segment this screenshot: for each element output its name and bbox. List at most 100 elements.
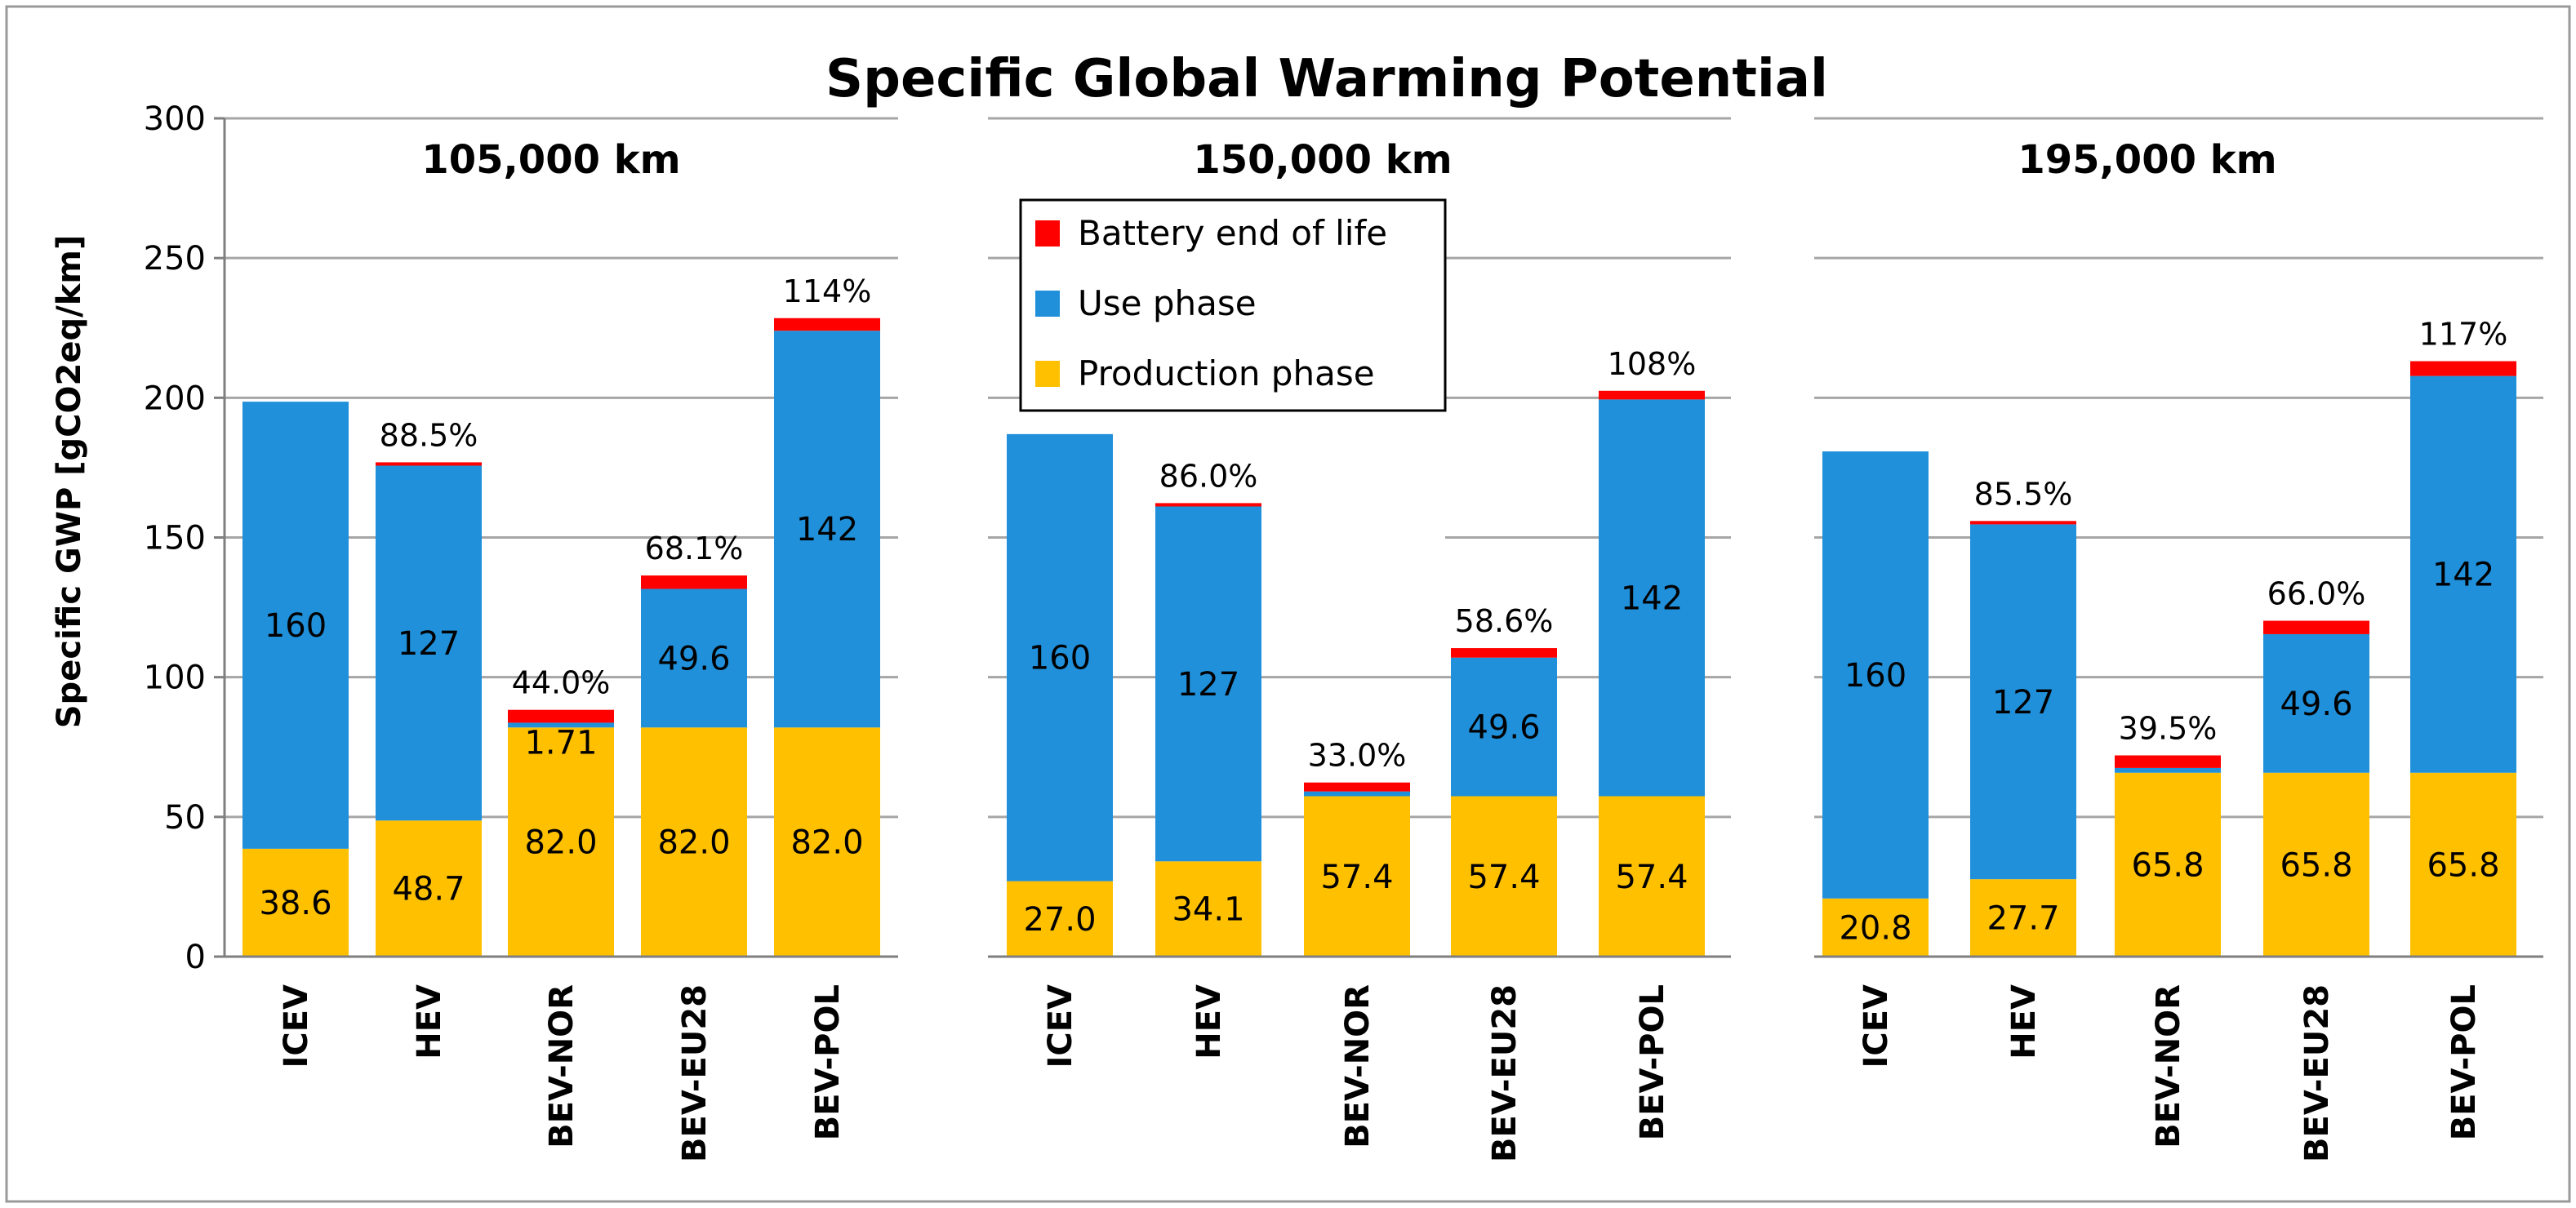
data-label: 27.0 [1023,901,1096,939]
bar-segment-production-phase [641,727,747,957]
data-label: 48.7 [392,871,465,908]
data-label: 127 [398,625,460,663]
y-tick-label: 100 [144,660,206,697]
bar-segment-production-phase [242,848,349,957]
x-category-label: BEV-EU28 [676,984,714,1162]
bar-segment-battery-end-of-life [1155,503,1261,507]
bar-segment-use-phase [2410,375,2516,773]
bar-segment-battery-end-of-life [2410,361,2516,376]
x-category-label: ICEV [1857,984,1895,1068]
y-tick-label: 250 [144,240,206,278]
data-label: 82.0 [657,824,730,862]
bar-segment-use-phase [641,588,747,728]
data-label: 49.6 [2280,686,2352,723]
data-label: 1.71 [524,724,597,762]
y-tick-label: 300 [144,100,206,138]
bar-segment-use-phase [774,331,880,728]
bar-segment-use-phase [1599,399,1705,797]
x-category-label: BEV-EU28 [1486,984,1524,1162]
bar-segment-use-phase [1822,451,1929,899]
data-label: 65.8 [2131,846,2204,884]
data-label: 49.6 [1467,709,1540,747]
bar-segment-battery-end-of-life [1451,648,1557,658]
y-axis: 0 50 100 150 200 250 300 [144,100,2543,976]
data-labels: 38.6 160 48.7 127 88.5% 82.0 1.71 44.0% 82.0 49.6… [259,273,2507,948]
y-tick-label: 0 [185,939,206,976]
bar-segment-use-phase [2115,767,2221,773]
bar-segment-production-phase [1304,796,1410,957]
x-category-label: BEV-POL [1634,984,1671,1140]
bar-segment-battery-end-of-life [2263,620,2369,634]
x-category-label: ICEV [278,984,315,1068]
panel-titles: 105,000 km 150,000 km 195,000 km [421,137,2276,183]
data-label: 57.4 [1615,859,1688,896]
data-label: 82.0 [790,824,863,862]
data-label: 142 [2432,557,2494,594]
data-label: 82.0 [524,824,597,862]
x-category-label: BEV-EU28 [2298,984,2336,1162]
legend-label-battery-end-of-life: Battery end of life [1078,213,1387,253]
x-category-label: BEV-POL [809,984,847,1140]
y-tick-label: 50 [164,799,206,837]
bar-segment-production-phase [1451,796,1557,957]
bar-segment-battery-end-of-life [2115,755,2221,768]
percent-label: 108% [1608,346,1697,382]
bar-segment-use-phase [1155,506,1261,862]
bar-segment-battery-end-of-life [1304,782,1410,792]
percent-label: 86.0% [1159,458,1258,494]
bar-segment-production-phase [2410,772,2516,957]
percent-label: 88.5% [380,417,478,453]
data-label: 20.8 [1839,909,1911,947]
bar-segment-production-phase [774,727,880,957]
x-category-label: BEV-NOR [1339,984,1377,1148]
legend-swatch-use-phase [1035,291,1060,317]
x-category-label: HEV [411,984,448,1059]
bar-segment-battery-end-of-life [1599,390,1705,400]
panel-title: 195,000 km [2018,137,2276,183]
bar-segment-battery-end-of-life [376,462,482,466]
panel-title: 105,000 km [421,137,680,183]
x-category-label: BEV-NOR [2150,984,2187,1148]
x-axis-categories: ICEV HEV BEV-NOR BEV-EU28 BEV-POL ICEV HEV BEV-… [278,984,2483,1162]
percent-label: 44.0% [512,665,611,701]
bar-segment-battery-end-of-life [508,709,614,723]
bar-segment-production-phase [1822,898,1929,957]
data-label: 160 [1844,657,1906,695]
bar-segment-production-phase [1155,861,1261,957]
data-label: 142 [796,511,858,548]
percent-label: 68.1% [645,531,744,566]
legend-swatch-battery-end-of-life [1035,220,1060,246]
data-label: 127 [1992,684,2054,722]
x-category-label: HEV [2005,984,2043,1059]
data-label: 57.4 [1467,859,1540,896]
bar-segment-use-phase [1451,657,1557,797]
legend-label-use-phase: Use phase [1078,283,1257,323]
percent-label: 39.5% [2119,710,2218,746]
bar-segment-production-phase [2115,772,2221,957]
bar-segment-use-phase [376,465,482,821]
percent-label: 66.0% [2267,576,2366,612]
x-category-label: BEV-NOR [543,984,581,1148]
bar-segment-production-phase [1599,796,1705,957]
legend-label-production-phase: Production phase [1078,353,1375,393]
percent-label: 33.0% [1308,738,1407,774]
bar-segment-production-phase [1007,881,1113,957]
bar-segment-production-phase [1970,879,2076,957]
y-tick-label: 150 [144,520,206,557]
x-category-label: BEV-POL [2445,984,2483,1140]
bar-segment-use-phase [2263,633,2369,773]
bar-segment-production-phase [508,727,614,957]
legend-swatch-production-phase [1035,361,1060,387]
y-tick-label: 200 [144,380,206,417]
bars [242,318,2516,957]
data-label: 57.4 [1320,859,1393,896]
data-label: 160 [1029,640,1091,677]
data-label: 127 [1177,666,1239,704]
bar-segment-use-phase [1970,524,2076,880]
y-axis-label: Specific GWP [gCO2eq/km] [51,235,88,729]
data-label: 142 [1621,580,1683,617]
chart-title: Specific Global Warming Potential [825,49,1828,109]
data-label: 34.1 [1172,891,1244,929]
percent-label: 58.6% [1455,603,1554,639]
